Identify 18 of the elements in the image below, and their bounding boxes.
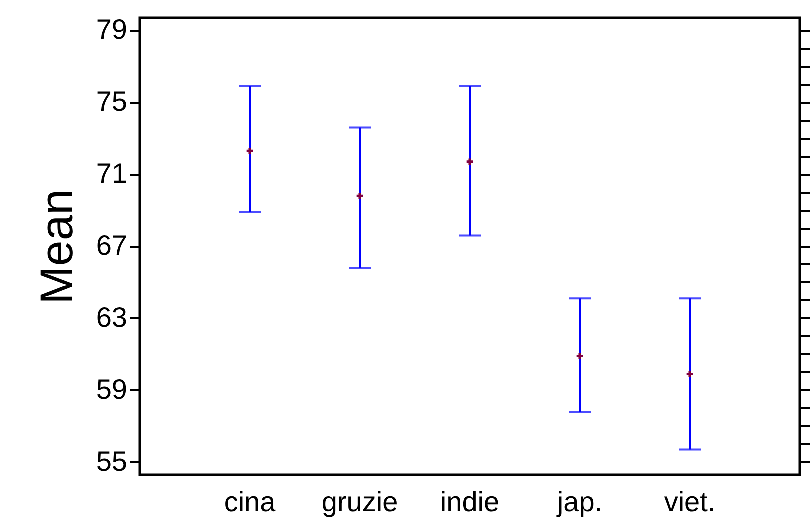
y-tick-label: 67 bbox=[96, 230, 128, 261]
point bbox=[466, 158, 474, 166]
point bbox=[356, 192, 364, 200]
x-tick-label: indie bbox=[440, 486, 500, 518]
x-tick-label: viet. bbox=[664, 486, 716, 518]
y-tick-label: 55 bbox=[96, 446, 128, 477]
x-tick-label: gruzie bbox=[322, 486, 398, 518]
y-axis-title: Mean bbox=[30, 189, 82, 305]
point bbox=[576, 353, 584, 360]
x-tick-label: jap. bbox=[556, 486, 603, 518]
point bbox=[686, 371, 694, 378]
y-tick-label: 75 bbox=[96, 86, 128, 118]
y-tick-label: 71 bbox=[96, 158, 128, 190]
y-tick-label: 63 bbox=[96, 302, 128, 333]
x-tick-label: cina bbox=[224, 486, 276, 518]
point bbox=[246, 148, 254, 154]
y-tick-label: 79 bbox=[96, 14, 128, 46]
y-tick-label: 59 bbox=[96, 374, 128, 405]
